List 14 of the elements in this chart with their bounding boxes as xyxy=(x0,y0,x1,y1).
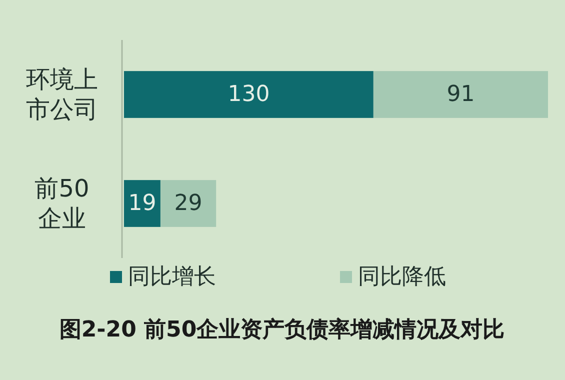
bar xyxy=(124,71,374,118)
data-label: 19 xyxy=(128,191,156,216)
y-tick-label: 前50企业 xyxy=(34,174,90,232)
plot: 130 91 19 29 xyxy=(121,40,548,258)
bar xyxy=(124,180,160,227)
bar xyxy=(160,180,216,227)
text: 图2-20 前50企业资产负债率增减情况及对比 xyxy=(59,316,505,342)
y-tick-label: 环境上市公司 xyxy=(26,66,98,124)
legend-label: 同比增长 xyxy=(128,264,216,290)
data-label: 91 xyxy=(446,82,475,107)
data-label: 130 xyxy=(228,82,270,107)
data-label: 29 xyxy=(174,191,202,216)
legend-label: 同比降低 xyxy=(358,264,446,290)
bar xyxy=(373,71,548,118)
